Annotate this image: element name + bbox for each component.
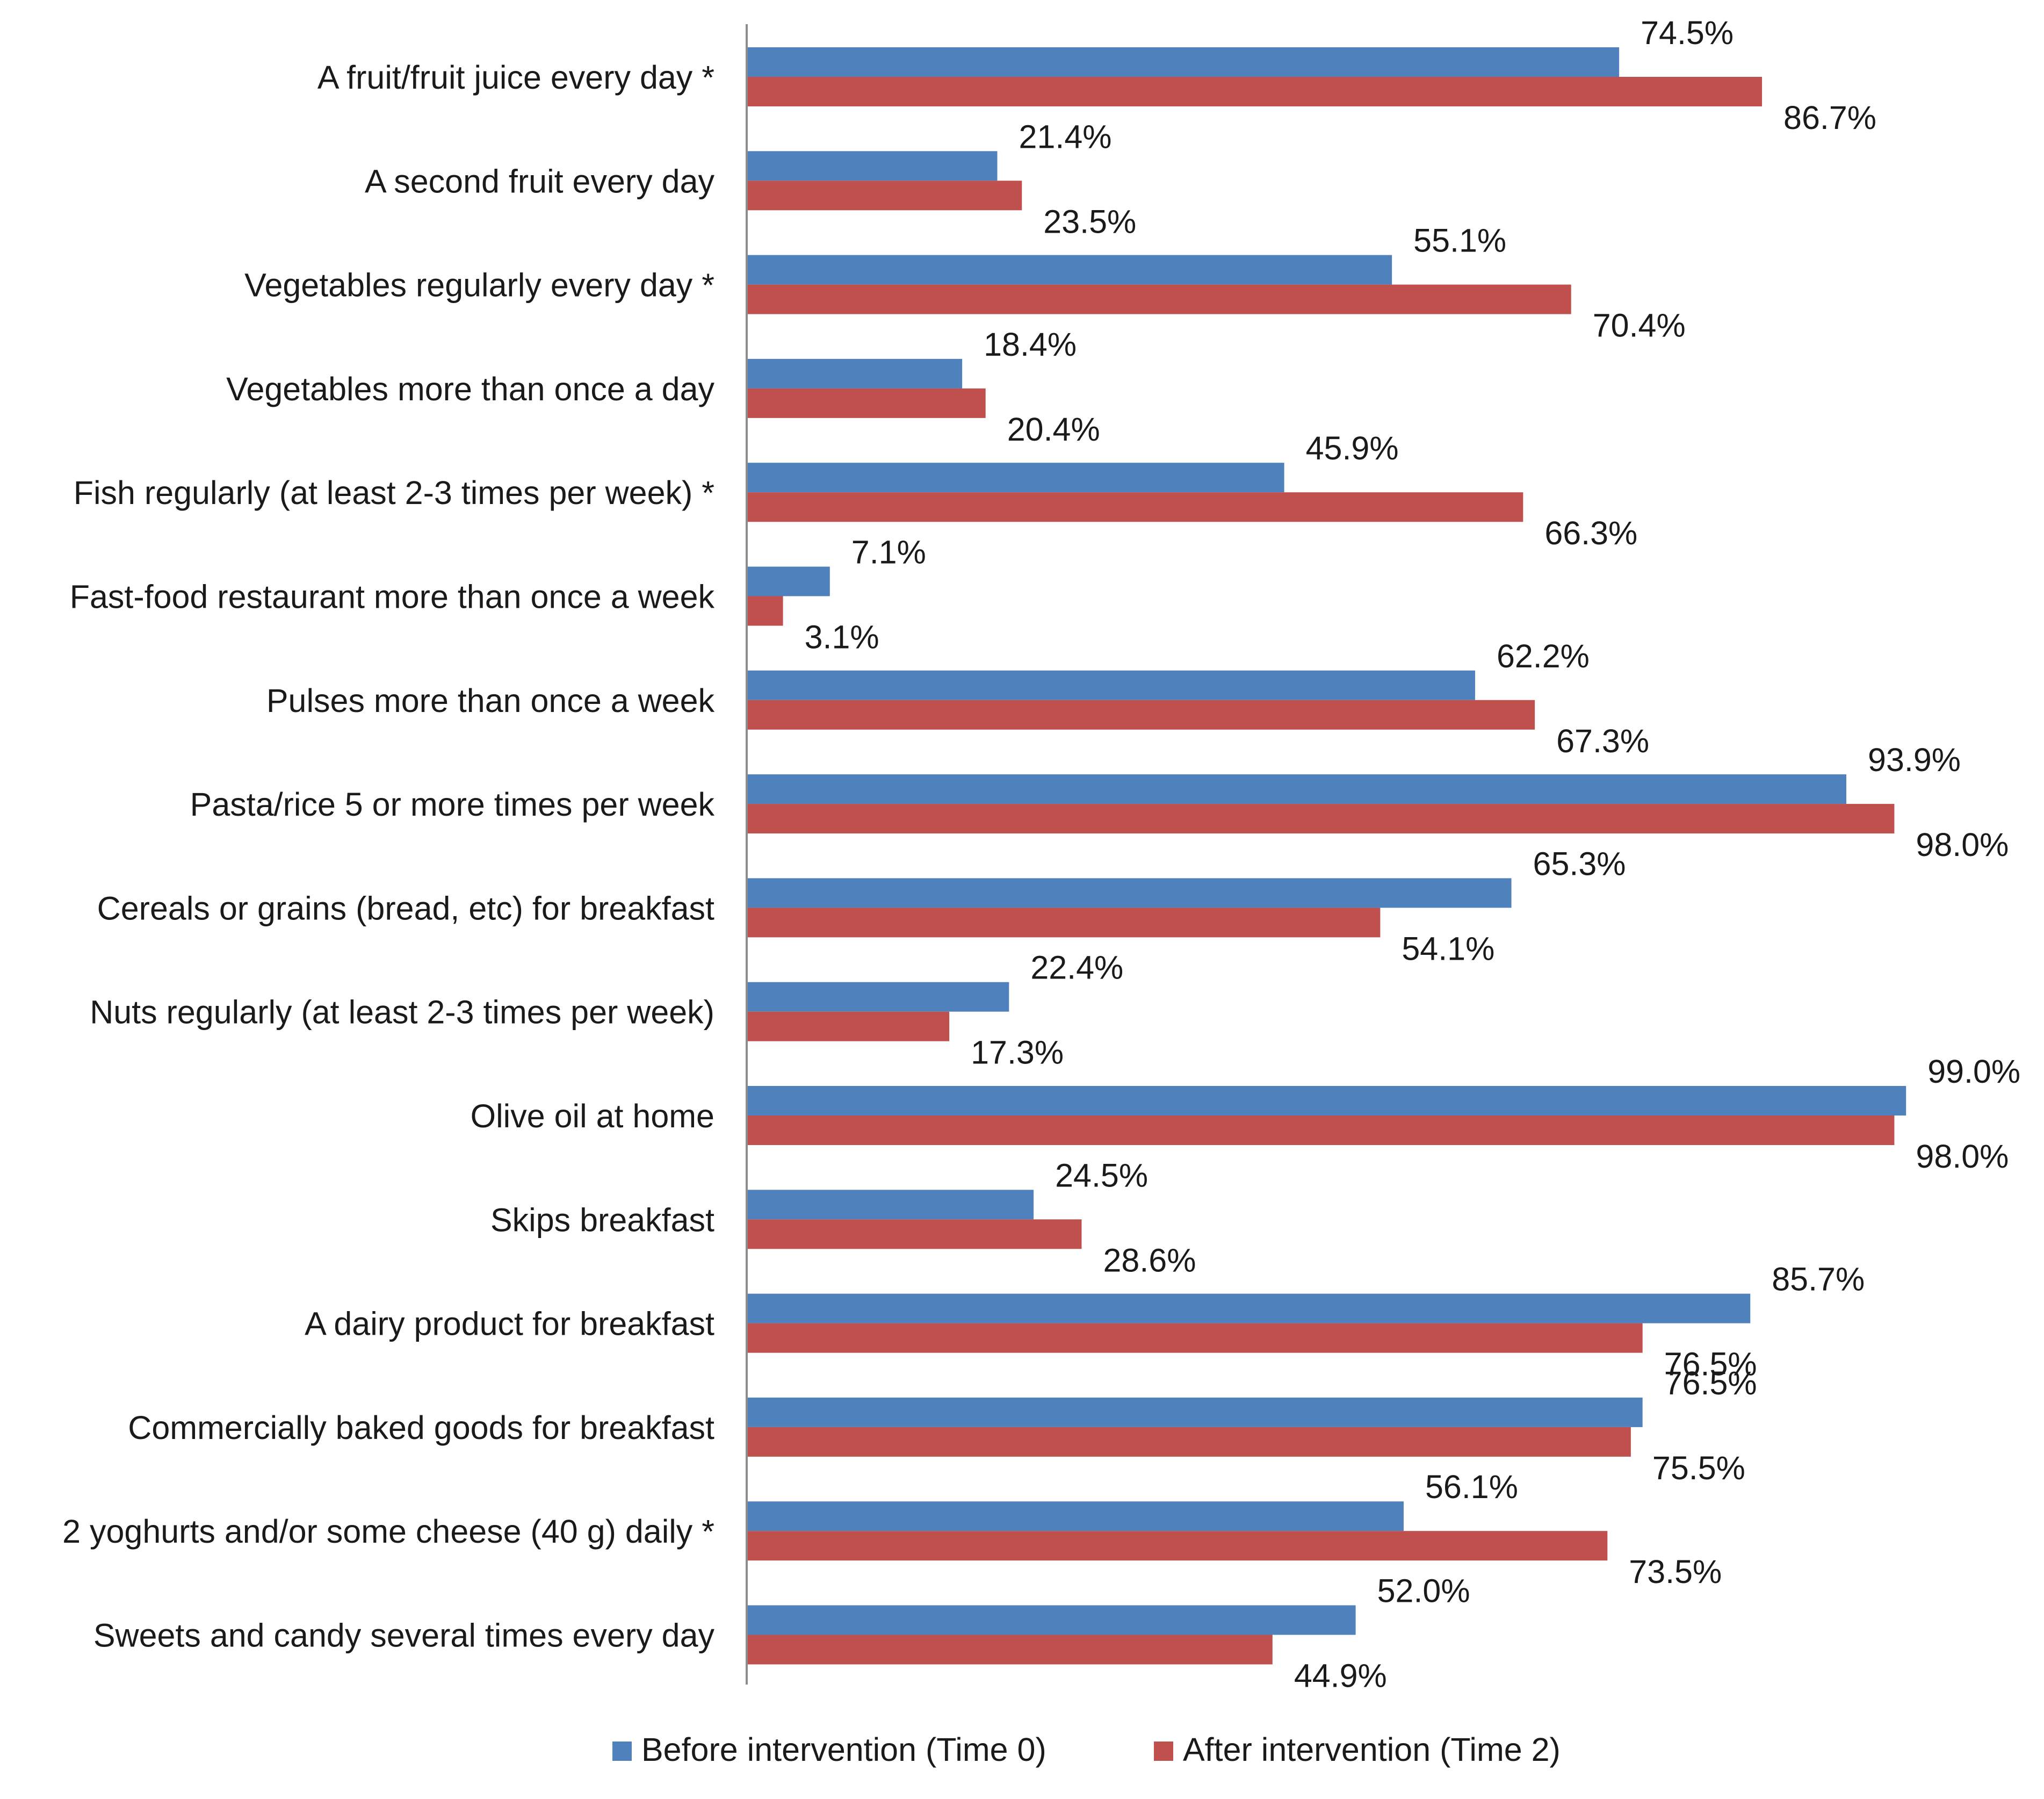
value-label-after-11: 28.6% bbox=[1103, 1242, 1196, 1278]
category-label-4: Fish regularly (at least 2-3 times per w… bbox=[74, 474, 714, 511]
value-label-before-2: 55.1% bbox=[1413, 222, 1506, 259]
value-label-after-8: 54.1% bbox=[1402, 930, 1494, 967]
bar-before-10 bbox=[747, 1086, 1906, 1116]
category-label-13: Commercially baked goods for breakfast bbox=[128, 1409, 714, 1446]
value-label-before-6: 62.2% bbox=[1497, 638, 1590, 674]
bar-before-14 bbox=[747, 1501, 1404, 1531]
legend-swatch-before bbox=[612, 1742, 632, 1761]
category-label-10: Olive oil at home bbox=[471, 1098, 714, 1134]
bar-after-10 bbox=[747, 1116, 1895, 1145]
value-label-after-0: 86.7% bbox=[1783, 99, 1876, 136]
bar-before-5 bbox=[747, 566, 830, 596]
category-label-14: 2 yoghurts and/or some cheese (40 g) dai… bbox=[62, 1513, 714, 1550]
value-label-after-7: 98.0% bbox=[1916, 826, 2009, 863]
value-label-after-10: 98.0% bbox=[1916, 1138, 2009, 1175]
legend: Before intervention (Time 0) After interv… bbox=[612, 1731, 1561, 1768]
category-label-15: Sweets and candy several times every day bbox=[93, 1617, 715, 1654]
value-label-before-14: 56.1% bbox=[1425, 1469, 1518, 1505]
bar-after-7 bbox=[747, 804, 1895, 834]
legend-label-before: Before intervention (Time 0) bbox=[641, 1731, 1046, 1768]
value-label-after-3: 20.4% bbox=[1007, 411, 1100, 448]
value-label-before-11: 24.5% bbox=[1055, 1157, 1148, 1193]
value-label-before-12: 85.7% bbox=[1772, 1261, 1865, 1298]
category-label-7: Pasta/rice 5 or more times per week bbox=[190, 786, 715, 823]
value-label-before-9: 22.4% bbox=[1030, 949, 1123, 986]
bar-before-7 bbox=[747, 774, 1847, 804]
bar-after-3 bbox=[747, 388, 986, 418]
value-label-before-8: 65.3% bbox=[1533, 845, 1626, 882]
bar-after-11 bbox=[747, 1219, 1082, 1249]
category-labels-layer: A fruit/fruit juice every day * A second … bbox=[62, 59, 714, 1654]
bar-before-2 bbox=[747, 255, 1392, 285]
bar-after-0 bbox=[747, 77, 1763, 106]
bar-after-4 bbox=[747, 492, 1523, 522]
value-label-before-13: 76.5% bbox=[1664, 1365, 1757, 1401]
bar-before-1 bbox=[747, 151, 998, 181]
value-label-before-3: 18.4% bbox=[984, 326, 1077, 363]
bar-before-9 bbox=[747, 982, 1009, 1012]
value-label-after-12: 76.5% bbox=[1664, 1346, 1757, 1383]
value-label-before-5: 7.1% bbox=[851, 534, 926, 571]
bar-after-9 bbox=[747, 1011, 950, 1041]
category-label-1: A second fruit every day bbox=[365, 163, 715, 199]
category-label-2: Vegetables regularly every day * bbox=[244, 267, 714, 304]
value-label-before-15: 52.0% bbox=[1377, 1573, 1470, 1609]
legend-label-after: After intervention (Time 2) bbox=[1183, 1731, 1561, 1768]
bar-after-8 bbox=[747, 908, 1381, 938]
bar-before-4 bbox=[747, 463, 1284, 493]
category-label-11: Skips breakfast bbox=[490, 1201, 714, 1238]
value-label-after-6: 67.3% bbox=[1556, 723, 1649, 759]
category-label-12: A dairy product for breakfast bbox=[305, 1306, 714, 1342]
bar-after-1 bbox=[747, 181, 1022, 211]
value-label-after-4: 66.3% bbox=[1544, 515, 1637, 551]
value-label-after-1: 23.5% bbox=[1043, 203, 1136, 240]
value-label-before-10: 99.0% bbox=[1927, 1053, 2020, 1090]
bar-before-0 bbox=[747, 47, 1620, 77]
bar-before-13 bbox=[747, 1397, 1643, 1427]
bar-after-15 bbox=[747, 1635, 1273, 1665]
value-label-before-0: 74.5% bbox=[1641, 15, 1734, 51]
bar-before-6 bbox=[747, 670, 1475, 700]
value-label-before-4: 45.9% bbox=[1306, 430, 1399, 466]
category-label-5: Fast-food restaurant more than once a we… bbox=[70, 579, 715, 615]
category-label-8: Cereals or grains (bread, etc) for break… bbox=[97, 890, 714, 926]
bar-before-15 bbox=[747, 1605, 1356, 1635]
legend-swatch-after bbox=[1154, 1742, 1173, 1761]
category-label-6: Pulses more than once a week bbox=[266, 682, 715, 719]
bar-after-6 bbox=[747, 700, 1535, 730]
value-label-after-13: 75.5% bbox=[1652, 1450, 1745, 1486]
value-label-after-9: 17.3% bbox=[971, 1034, 1064, 1071]
bar-after-2 bbox=[747, 284, 1571, 314]
bar-before-8 bbox=[747, 878, 1512, 908]
bars-layer bbox=[747, 47, 1906, 1665]
value-labels-layer: 74.5% 86.7% 21.4% 23.5% 55.1% 70.4% 18.4% 20.4%… bbox=[805, 15, 2021, 1694]
value-label-after-15: 44.9% bbox=[1294, 1658, 1387, 1694]
bar-after-5 bbox=[747, 596, 783, 626]
category-label-9: Nuts regularly (at least 2-3 times per w… bbox=[90, 994, 714, 1031]
category-label-0: A fruit/fruit juice every day * bbox=[317, 59, 714, 96]
value-label-before-7: 93.9% bbox=[1868, 742, 1961, 778]
bar-before-12 bbox=[747, 1293, 1751, 1323]
category-label-3: Vegetables more than once a day bbox=[226, 371, 714, 407]
bar-before-3 bbox=[747, 358, 963, 388]
value-label-after-5: 3.1% bbox=[805, 619, 879, 656]
bar-after-13 bbox=[747, 1427, 1631, 1457]
bar-after-14 bbox=[747, 1531, 1608, 1561]
value-label-after-14: 73.5% bbox=[1629, 1553, 1722, 1590]
bar-after-12 bbox=[747, 1323, 1643, 1353]
bar-before-11 bbox=[747, 1190, 1034, 1220]
value-label-before-1: 21.4% bbox=[1019, 118, 1112, 155]
value-label-after-2: 70.4% bbox=[1593, 307, 1686, 344]
